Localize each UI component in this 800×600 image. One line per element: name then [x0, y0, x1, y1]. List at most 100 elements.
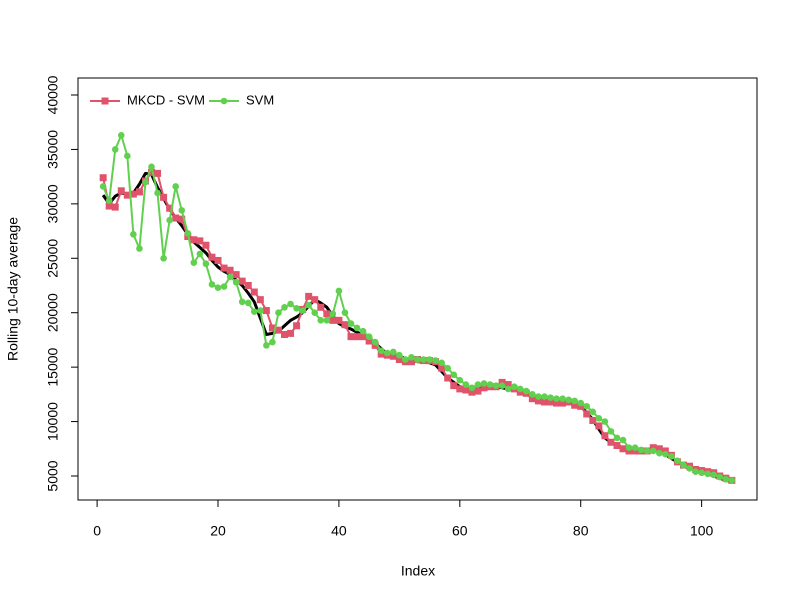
point	[462, 381, 470, 388]
x-tick-label: 20	[210, 523, 226, 539]
point	[559, 395, 566, 403]
point	[389, 352, 397, 360]
y-tick-label: 10000	[45, 402, 61, 441]
legend-label: SVM	[246, 92, 274, 107]
point	[534, 397, 542, 405]
point	[317, 317, 325, 324]
x-tick-label: 60	[452, 523, 468, 539]
point	[148, 163, 155, 171]
point	[142, 178, 149, 186]
point	[311, 309, 319, 317]
point	[220, 97, 228, 105]
point	[377, 347, 385, 355]
point	[262, 307, 270, 315]
point	[178, 207, 186, 214]
point	[716, 473, 724, 481]
point	[166, 216, 173, 224]
point	[166, 204, 174, 212]
x-tick-label: 0	[93, 523, 101, 539]
point	[480, 384, 488, 392]
point	[196, 250, 204, 258]
point	[214, 256, 222, 264]
point	[341, 309, 349, 317]
point	[583, 410, 591, 418]
point	[305, 292, 313, 300]
point	[619, 436, 627, 444]
point	[583, 403, 591, 410]
point	[130, 231, 137, 238]
point	[541, 393, 548, 400]
point	[474, 381, 482, 388]
point	[123, 191, 131, 199]
point	[456, 376, 464, 384]
point	[269, 338, 276, 346]
x-axis-label: Index	[401, 563, 435, 579]
point	[390, 348, 397, 356]
y-tick-label: 30000	[45, 184, 61, 223]
point	[407, 358, 415, 366]
point	[250, 288, 258, 296]
point	[129, 190, 137, 198]
x-tick-label: 40	[331, 523, 347, 539]
point	[637, 446, 645, 454]
point	[504, 381, 512, 389]
y-tick-label: 15000	[45, 347, 61, 386]
point	[631, 444, 639, 451]
point	[546, 398, 554, 406]
point	[529, 391, 536, 398]
point	[655, 445, 663, 453]
point	[613, 442, 621, 450]
point	[335, 316, 343, 324]
point	[462, 386, 470, 394]
point	[625, 444, 633, 451]
point	[480, 380, 488, 387]
point	[359, 333, 367, 341]
point	[559, 399, 567, 407]
point	[589, 416, 597, 424]
point	[226, 273, 234, 281]
point	[589, 408, 597, 416]
series-line	[101, 171, 733, 483]
point	[553, 395, 560, 403]
point	[383, 349, 391, 357]
series-line	[102, 171, 733, 482]
point	[208, 281, 216, 288]
point	[172, 214, 180, 222]
point	[613, 434, 621, 442]
point	[540, 398, 548, 406]
point	[420, 356, 427, 363]
point	[698, 469, 705, 477]
point	[238, 277, 246, 285]
point	[160, 254, 167, 262]
point	[444, 374, 452, 382]
point	[510, 383, 518, 391]
point	[105, 197, 113, 204]
point	[99, 174, 107, 182]
point	[692, 468, 699, 475]
point	[172, 183, 179, 190]
point	[281, 303, 288, 311]
point	[287, 300, 294, 308]
point	[577, 399, 585, 407]
point	[492, 382, 500, 389]
point	[244, 299, 252, 307]
point	[232, 278, 240, 286]
point	[601, 418, 609, 425]
y-tick-label: 35000	[45, 130, 61, 169]
point	[486, 381, 494, 388]
point	[528, 395, 536, 403]
y-axis-label: Rolling 10-day average	[5, 217, 21, 361]
point	[595, 415, 603, 422]
point	[154, 169, 162, 177]
point	[117, 187, 125, 195]
point	[220, 283, 228, 290]
point	[208, 253, 216, 261]
point	[275, 309, 282, 317]
point	[565, 396, 572, 404]
point	[263, 342, 270, 349]
y-tick-label: 25000	[45, 239, 61, 278]
point	[111, 203, 119, 211]
point	[426, 356, 433, 363]
y-tick-label: 20000	[45, 293, 61, 332]
point	[178, 215, 186, 223]
